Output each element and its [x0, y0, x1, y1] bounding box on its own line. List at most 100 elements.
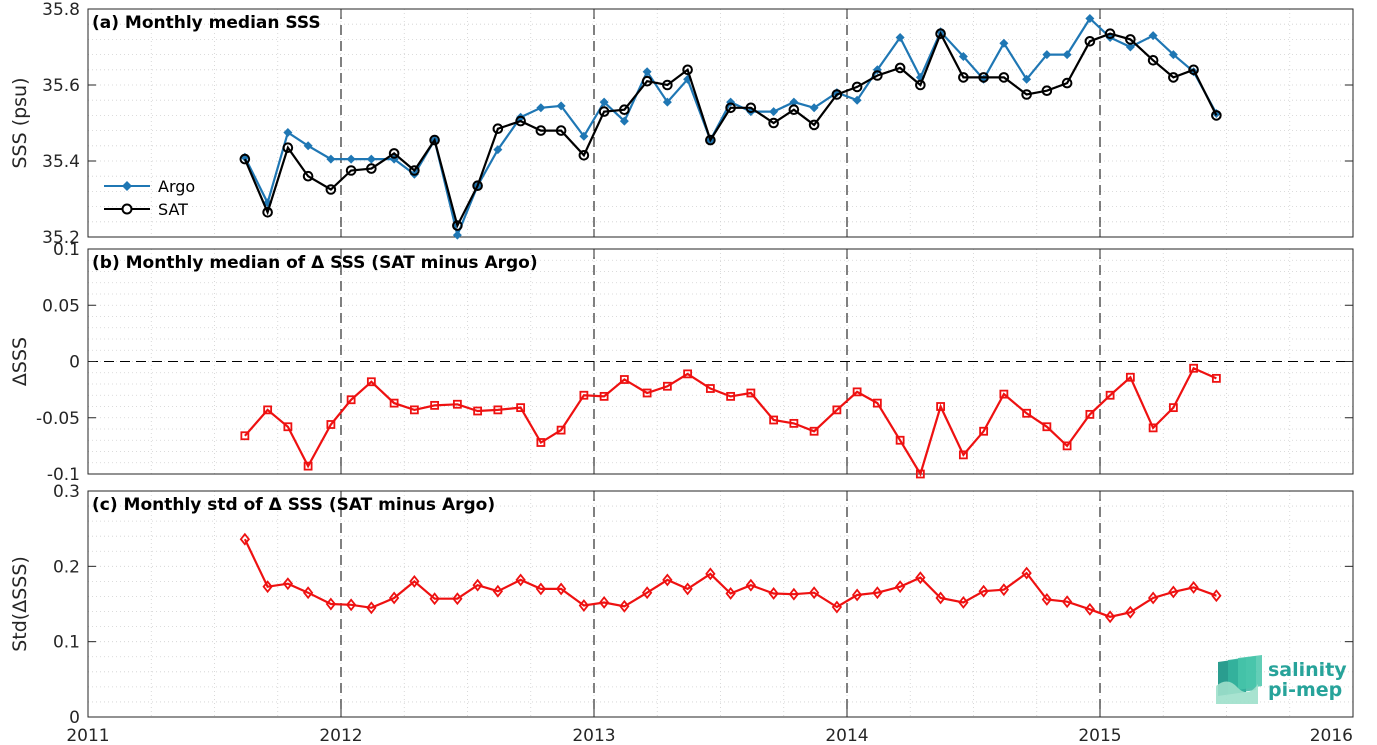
- data-point: [366, 163, 377, 174]
- data-point: [705, 384, 715, 393]
- legend-sat-marker: [121, 203, 133, 215]
- x-tick-label: 2012: [319, 726, 362, 745]
- y-tick-label: 35.6: [42, 76, 80, 96]
- data-point: [1168, 403, 1178, 413]
- data-point: [662, 573, 673, 587]
- data-point: [578, 599, 590, 612]
- panel-title: (a) Monthly median SSS: [92, 13, 321, 33]
- y-tick-label: 35.4: [42, 152, 80, 172]
- data-point: [492, 123, 504, 134]
- data-point: [409, 405, 419, 415]
- legend-argo-label: Argo: [158, 177, 195, 196]
- data-point: [745, 578, 757, 592]
- data-point: [1041, 85, 1053, 96]
- data-point: [1211, 110, 1222, 121]
- data-point: [388, 591, 400, 605]
- series-line-sat: [243, 31, 1218, 229]
- data-point: [1148, 31, 1158, 41]
- data-point: [958, 72, 969, 83]
- x-tick-label: 2011: [66, 726, 109, 745]
- data-point: [515, 115, 526, 127]
- data-point: [283, 422, 293, 432]
- data-point: [682, 582, 693, 596]
- data-point: [1148, 423, 1158, 433]
- data-point: [998, 72, 1010, 83]
- data-point: [1041, 593, 1053, 606]
- data-point: [452, 399, 462, 409]
- data-point: [302, 586, 314, 600]
- data-point: [851, 81, 863, 93]
- data-point: [619, 116, 629, 126]
- data-point: [1125, 605, 1136, 619]
- data-point: [1147, 55, 1159, 66]
- data-point: [282, 577, 294, 591]
- data-point: [262, 207, 273, 218]
- data-point: [325, 184, 337, 195]
- data-point: [262, 580, 273, 594]
- data-point: [1085, 14, 1095, 23]
- data-point: [1085, 409, 1095, 419]
- data-point: [263, 405, 273, 415]
- wave-layers-icon: [1216, 655, 1262, 704]
- panel-b: -0.1 -0.05 0 0.05 0.1 ΔSSS (b) Monthly median …: [9, 240, 1354, 485]
- data-point: [725, 587, 736, 600]
- data-point: [999, 38, 1009, 48]
- data-point: [429, 592, 440, 606]
- data-point: [852, 387, 862, 397]
- data-point: [555, 125, 567, 136]
- data-point: [556, 101, 566, 111]
- y-tick-label: -0.1: [47, 465, 80, 485]
- data-point: [619, 599, 630, 613]
- y-axis-label: SSS (psu): [9, 77, 31, 168]
- data-point: [935, 28, 946, 40]
- axes-box: [87, 490, 1354, 718]
- data-point: [515, 573, 526, 587]
- data-point: [769, 415, 779, 425]
- data-point: [1211, 373, 1221, 383]
- axes-box: [87, 8, 1354, 238]
- data-point: [1022, 74, 1032, 84]
- data-point: [1084, 36, 1096, 47]
- data-point: [409, 165, 420, 176]
- data-point: [598, 106, 610, 117]
- data-point: [641, 75, 653, 87]
- y-axis-label: ΔSSS: [9, 337, 31, 386]
- data-point: [578, 150, 590, 161]
- data-point: [366, 601, 377, 615]
- data-point: [894, 580, 906, 594]
- data-point: [619, 104, 630, 115]
- data-point: [345, 165, 357, 176]
- data-point: [662, 79, 673, 91]
- data-point: [809, 103, 819, 113]
- data-point: [579, 390, 589, 400]
- data-point: [536, 103, 546, 113]
- data-point: [662, 97, 672, 107]
- data-point: [958, 450, 968, 460]
- data-point: [808, 119, 820, 131]
- data-point: [745, 102, 757, 114]
- data-point: [409, 574, 420, 588]
- data-point: [746, 388, 756, 398]
- data-point: [366, 377, 376, 387]
- data-point: [768, 117, 779, 129]
- data-point: [366, 154, 376, 164]
- data-point: [239, 532, 251, 546]
- data-point: [1021, 89, 1032, 100]
- y-tick-label: -0.05: [36, 409, 80, 429]
- data-point: [769, 107, 779, 117]
- salinity-pi-mep-logo: salinity pi-mep: [1216, 655, 1347, 704]
- data-point: [303, 461, 313, 471]
- y-axis-label: Std(ΔSSS): [9, 556, 31, 652]
- data-point: [535, 125, 547, 136]
- data-point: [789, 97, 799, 107]
- data-point: [1168, 50, 1178, 60]
- data-point: [1125, 42, 1135, 52]
- data-point: [1061, 595, 1073, 609]
- data-point: [872, 586, 883, 600]
- data-point: [388, 148, 400, 159]
- panel-title: (b) Monthly median of Δ SSS (SAT minus A…: [92, 253, 538, 273]
- data-point: [1168, 72, 1179, 83]
- panel-title: (c) Monthly std of Δ SSS (SAT minus Argo…: [92, 495, 495, 515]
- data-point: [1147, 591, 1159, 605]
- data-point: [516, 403, 526, 413]
